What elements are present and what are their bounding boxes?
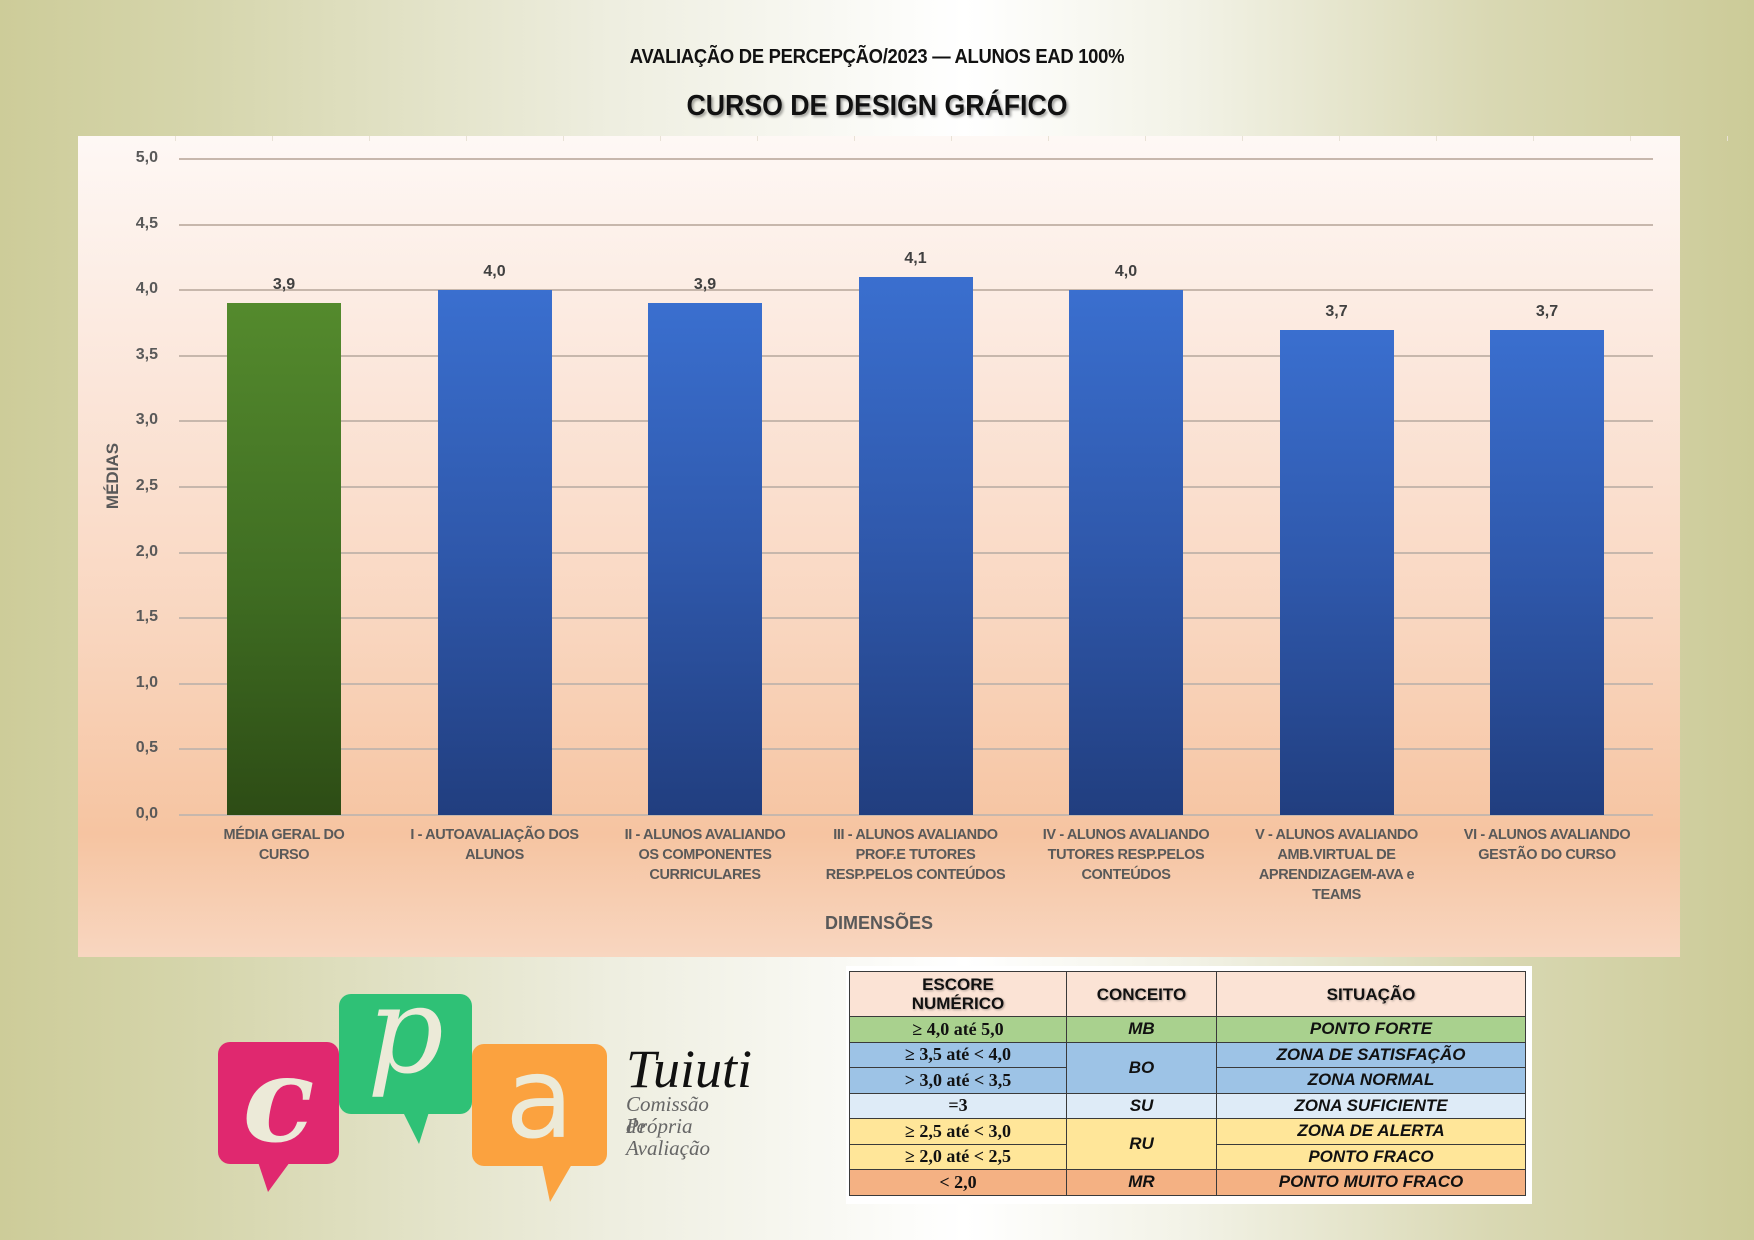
chart-panel: MÉDIAS DIMENSÕES 0,0 0,5 1,0 1,5 2,0 2,5 3,0 3,… [78, 136, 1728, 957]
panel-top-tick [1533, 136, 1534, 141]
bar-value-label: 4,0 [483, 263, 506, 281]
header-escore: ESCORE NUMÉRICO [849, 971, 1067, 1017]
legend-header-row: ESCORE NUMÉRICO CONCEITO SITUAÇÃO [849, 971, 1526, 1017]
bar-value-label: 3,7 [1535, 302, 1559, 320]
bar[interactable] [1279, 329, 1394, 815]
legend-situation: ZONA DE SATISFAÇÃO [1216, 1041, 1526, 1068]
bar[interactable] [858, 277, 973, 815]
legend-situation: ZONA DE ALERTA [1216, 1118, 1526, 1145]
panel-top-tick [563, 136, 564, 141]
y-tick-label: 2,0 [135, 542, 158, 560]
y-tick-label: 0,0 [135, 805, 158, 822]
y-tick-label: 1,5 [135, 608, 158, 626]
logo-bubble-a: a [472, 1034, 607, 1202]
legend-table: ESCORE NUMÉRICO CONCEITO SITUAÇÃO ≥ 4,0 … [849, 971, 1526, 1196]
bar-value-label: 4,1 [904, 250, 927, 268]
logo-bubble-c: c [218, 1030, 339, 1192]
panel-top-tick [1630, 136, 1631, 141]
y-tick-label: 4,0 [135, 280, 158, 298]
header-conceito: CONCEITO [1066, 971, 1217, 1017]
legend-situation: PONTO FORTE [1216, 1016, 1526, 1043]
chart-subtitle: AVALIAÇÃO DE PERCEPÇÃO/2023 — ALUNOS EAD… [629, 46, 1125, 68]
y-tick-label: 1,0 [135, 673, 158, 691]
legend-concept: RU [1066, 1118, 1217, 1170]
x-category-label: VI - ALUNOS AVALIANDO GESTÃO DO CURSO [1463, 827, 1631, 863]
panel-top-tick [369, 136, 370, 141]
legend-situation: PONTO MUITO FRACO [1216, 1169, 1526, 1196]
x-category-label: I - AUTOAVALIAÇÃO DOS ALUNOS [410, 827, 579, 863]
legend-range: ≥ 3,5 até < 4,0 [849, 1041, 1067, 1068]
brand-name: Tuiuti [626, 1039, 753, 1099]
panel-top-tick [1339, 136, 1340, 141]
bar-value-label: 3,9 [272, 276, 296, 294]
panel-top-tick [1436, 136, 1437, 141]
legend-range: ≥ 4,0 até 5,0 [849, 1016, 1067, 1043]
panel-top-tick [757, 136, 758, 141]
logo-bubble-p: p [339, 962, 472, 1144]
panel-top-tick [854, 136, 855, 141]
legend-concept: MB [1066, 1016, 1217, 1043]
legend-row: ≥ 2,5 até < 3,0 RU ZONA DE ALERTA [849, 1118, 1526, 1170]
legend-row: ≥ 4,0 até 5,0 MB PONTO FORTE [849, 1016, 1526, 1043]
legend-table-frame: ESCORE NUMÉRICO CONCEITO SITUAÇÃO ≥ 4,0 … [846, 966, 1532, 1204]
brand-subtitle-line2: de Avaliação [626, 1114, 710, 1160]
x-category-label: IV - ALUNOS AVALIANDO TUTORES RESP.PELOS… [1042, 827, 1210, 883]
legend-row: =3 SU ZONA SUFICIENTE [849, 1092, 1526, 1119]
panel-top-tick [1048, 136, 1049, 141]
panel-top-tick [660, 136, 661, 141]
legend-range: < 2,0 [849, 1169, 1067, 1196]
bar[interactable] [648, 303, 762, 815]
x-axis-label: DIMENSÕES [824, 913, 934, 933]
gridline [179, 158, 1653, 160]
bar-value-label: 4,0 [1114, 263, 1138, 281]
x-category-label: V - ALUNOS AVALIANDO AMB.VIRTUAL DE APRE… [1255, 827, 1418, 903]
legend-row: ≥ 3,5 até < 4,0 BO ZONA DE SATISFAÇÃO [849, 1041, 1526, 1094]
bar-value-label: 3,9 [693, 276, 717, 294]
y-tick-label: 3,5 [135, 345, 158, 363]
y-tick-label: 4,5 [135, 214, 158, 232]
legend-range: ≥ 2,5 até < 3,0 [849, 1118, 1067, 1145]
bar[interactable] [227, 303, 341, 815]
panel-top-tick [951, 136, 952, 141]
y-tick-label: 0,5 [135, 739, 158, 757]
legend-situation: ZONA NORMAL [1216, 1067, 1526, 1094]
chart-title: CURSO DE DESIGN GRÁFICO [686, 90, 1068, 122]
y-tick-label: 2,5 [135, 477, 158, 494]
legend-situation: ZONA SUFICIENTE [1216, 1092, 1526, 1119]
legend-range: =3 [849, 1092, 1067, 1119]
legend-row: < 2,0 MR PONTO MUITO FRACO [849, 1169, 1526, 1196]
panel-top-tick [1727, 136, 1728, 141]
legend-concept: MR [1066, 1169, 1217, 1196]
panel-top-tick [272, 136, 273, 141]
panel-top-tick [466, 136, 467, 141]
brand-subtitle-line1: Comissão Própria [626, 1092, 709, 1138]
y-tick-label: 5,0 [135, 149, 158, 166]
legend-concept: BO [1066, 1041, 1217, 1094]
panel-top-tick [175, 136, 176, 141]
bar[interactable] [1069, 290, 1183, 815]
bar[interactable] [437, 290, 552, 815]
panel-top-tick [1145, 136, 1146, 141]
legend-concept: SU [1066, 1092, 1217, 1119]
legend-range: > 3,0 até < 3,5 [849, 1067, 1067, 1094]
y-tick-label: 3,0 [135, 411, 158, 429]
gridline [179, 223, 1653, 226]
x-category-label: II - ALUNOS AVALIANDO OS COMPONENTES CUR… [624, 827, 786, 883]
legend-situation: PONTO FRACO [1216, 1143, 1526, 1170]
panel-top-tick [1242, 136, 1243, 141]
bar-value-label: 3,7 [1325, 302, 1348, 320]
x-category-label: III - ALUNOS AVALIANDO PROF.E TUTORES RE… [825, 827, 1006, 883]
bar[interactable] [1490, 329, 1604, 815]
legend-range: ≥ 2,0 até < 2,5 [849, 1143, 1067, 1170]
x-category-label: MÉDIA GERAL DO CURSO [223, 827, 345, 863]
gridline [179, 814, 1653, 816]
header-situacao: SITUAÇÃO [1216, 971, 1526, 1017]
